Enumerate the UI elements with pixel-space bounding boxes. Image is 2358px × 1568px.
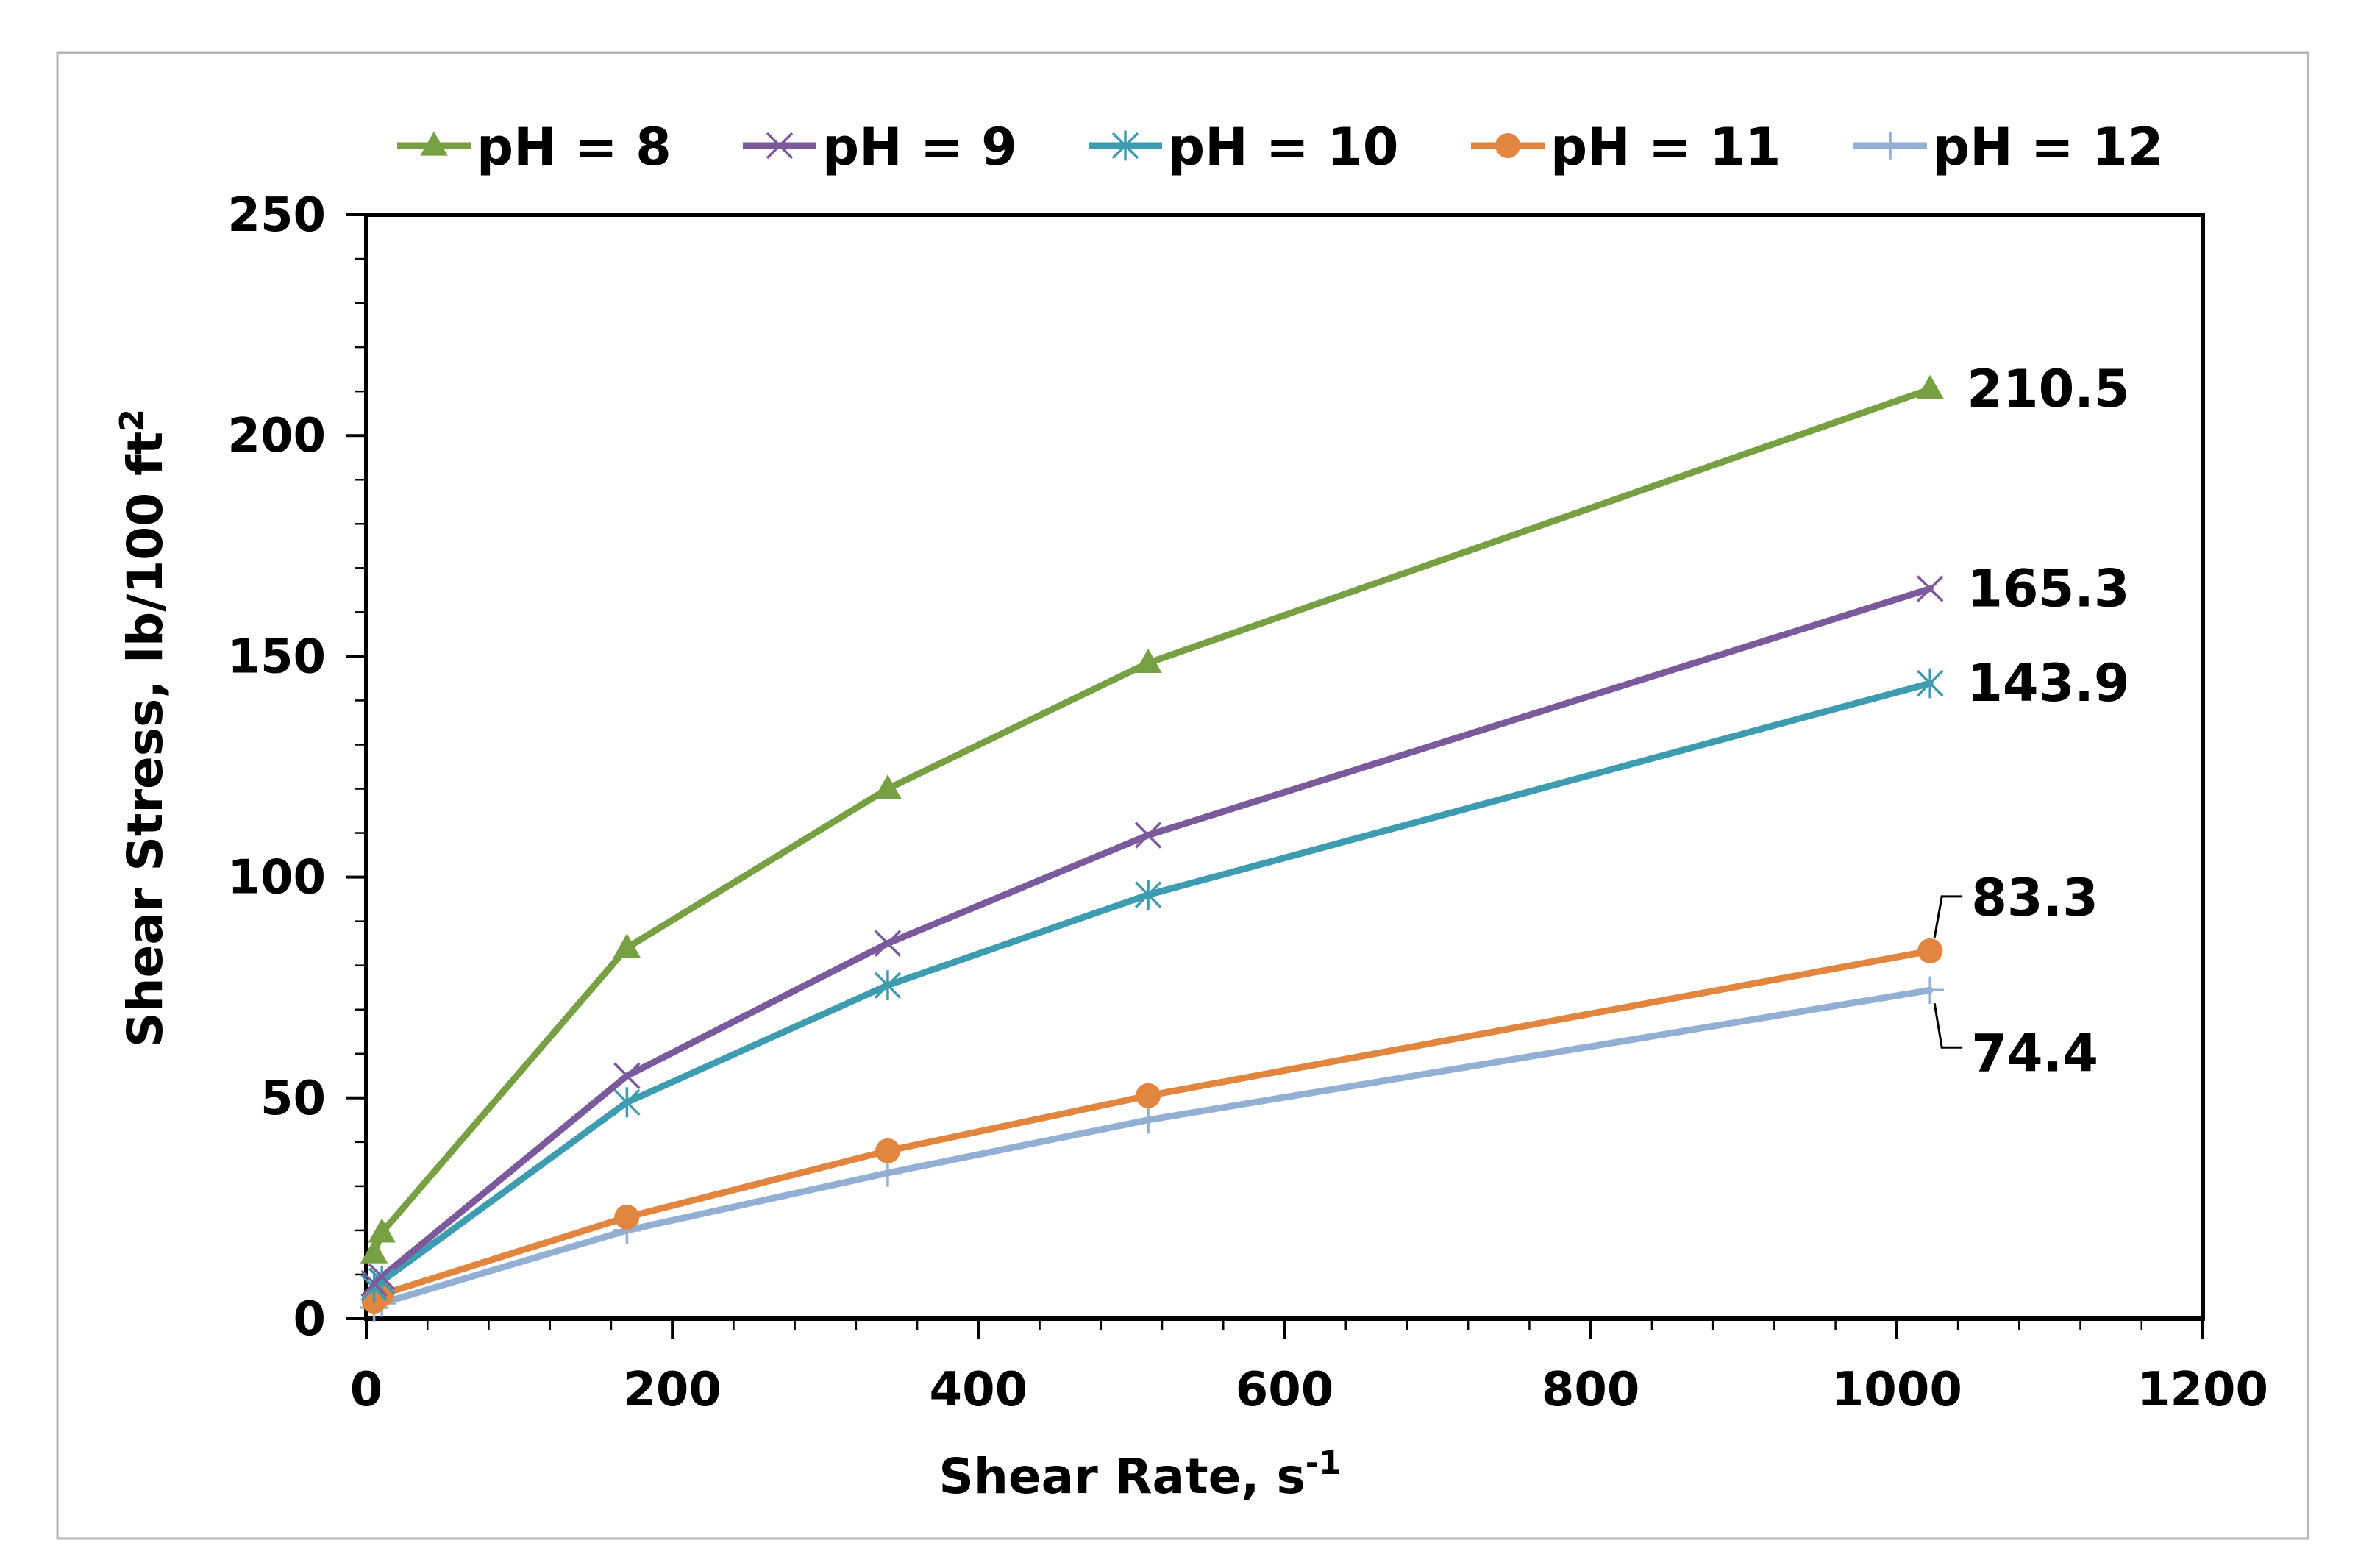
circle-marker bbox=[1136, 1083, 1161, 1108]
x-marker bbox=[613, 1062, 641, 1090]
data-point-marker bbox=[1916, 374, 1944, 399]
data-label: 143.9 bbox=[1967, 653, 2129, 713]
circle-marker bbox=[875, 1138, 900, 1163]
data-point-marker bbox=[368, 1263, 396, 1291]
data-point-marker bbox=[1876, 132, 1904, 160]
triangle-marker bbox=[1134, 648, 1162, 674]
y-axis-title: Shear Stress, lb/100 ft2 bbox=[113, 409, 174, 1047]
legend-item: pH = 12 bbox=[1853, 117, 2164, 177]
x-axis-title: Shear Rate, s-1 bbox=[938, 1444, 1341, 1505]
data-point-marker bbox=[360, 1239, 388, 1264]
y-tick-label: 150 bbox=[227, 630, 326, 684]
data-label: 83.3 bbox=[1971, 868, 2098, 928]
data-point-marker bbox=[766, 132, 794, 160]
data-point-marker bbox=[874, 930, 902, 957]
x-marker bbox=[874, 930, 902, 957]
data-point-marker bbox=[1495, 133, 1520, 158]
data-point-marker bbox=[875, 1138, 900, 1163]
x-tick-label: 400 bbox=[930, 1363, 1028, 1417]
triangle-marker bbox=[1916, 374, 1944, 399]
x-axis-title-text: Shear Rate, s bbox=[938, 1448, 1305, 1505]
plus-marker bbox=[1876, 132, 1904, 160]
x-tick-label: 0 bbox=[350, 1363, 383, 1417]
x-tick-label: 200 bbox=[623, 1363, 722, 1417]
asterisk-marker bbox=[1111, 130, 1139, 161]
data-point-marker bbox=[1111, 130, 1139, 161]
y-tick-label: 0 bbox=[293, 1292, 326, 1347]
data-point-marker bbox=[614, 1204, 640, 1230]
legend-label: pH = 9 bbox=[822, 117, 1017, 177]
data-point-marker bbox=[874, 774, 902, 799]
y-tick-label: 250 bbox=[227, 188, 326, 243]
data-point-marker bbox=[874, 1159, 902, 1187]
plus-marker bbox=[1916, 976, 1944, 1004]
y-tick-label: 200 bbox=[227, 409, 326, 463]
y-axis-title-superscript: 2 bbox=[113, 409, 151, 432]
data-point-marker bbox=[420, 131, 448, 156]
data-labels: 210.5 165.3 143.9 83.3 74.4 bbox=[1933, 359, 2130, 1083]
chart-border bbox=[56, 51, 2309, 1540]
plus-marker bbox=[874, 1159, 902, 1187]
legend-label: pH = 10 bbox=[1168, 117, 1399, 177]
data-point-marker bbox=[1916, 575, 1944, 602]
data-point-marker bbox=[1916, 668, 1944, 699]
x-tick-label: 800 bbox=[1542, 1363, 1640, 1417]
plus-marker bbox=[1134, 1106, 1162, 1134]
x-tick-label: 1200 bbox=[2137, 1363, 2268, 1417]
legend: pH = 8 pH = 9 pH = 10 pH = 11 pH = 12 bbox=[397, 117, 2164, 177]
data-point-marker bbox=[613, 933, 641, 958]
triangle-marker bbox=[613, 933, 641, 958]
plot-area bbox=[364, 213, 2205, 1321]
triangle-marker bbox=[420, 131, 448, 156]
circle-marker bbox=[1495, 133, 1520, 158]
asterisk-marker bbox=[1134, 880, 1162, 910]
y-tick-labels: 0 50 100 150 200 250 bbox=[227, 188, 326, 1347]
data-point-marker bbox=[1134, 648, 1162, 674]
leader-line bbox=[1933, 1003, 1963, 1049]
data-point-marker bbox=[613, 1087, 641, 1118]
x-tick-labels: 0 200 400 600 800 1000 1200 bbox=[350, 1363, 2268, 1417]
legend-label: pH = 11 bbox=[1550, 117, 1781, 177]
legend-item: pH = 10 bbox=[1089, 117, 1399, 177]
circle-marker bbox=[1917, 938, 1943, 963]
triangle-marker bbox=[874, 774, 902, 799]
legend-label: pH = 12 bbox=[1933, 117, 2164, 177]
data-point-marker bbox=[874, 970, 902, 1001]
x-marker bbox=[1134, 822, 1162, 849]
triangle-marker bbox=[368, 1218, 396, 1243]
circle-marker bbox=[614, 1204, 640, 1230]
data-point-marker bbox=[1134, 822, 1162, 849]
x-tick-label: 600 bbox=[1236, 1363, 1334, 1417]
y-axis-title-text: Shear Stress, lb/100 ft bbox=[117, 432, 174, 1047]
x-marker bbox=[766, 132, 794, 160]
x-marker bbox=[368, 1263, 396, 1291]
asterisk-marker bbox=[874, 970, 902, 1001]
data-point-marker bbox=[613, 1062, 641, 1090]
x-axis-title-superscript: -1 bbox=[1306, 1444, 1342, 1482]
leader-line bbox=[1933, 895, 1963, 938]
series-markers bbox=[360, 374, 1944, 1322]
data-point-marker bbox=[1134, 1106, 1162, 1134]
data-point-marker bbox=[1917, 938, 1943, 963]
legend-label: pH = 8 bbox=[477, 117, 672, 177]
legend-item: pH = 11 bbox=[1471, 117, 1781, 177]
y-tick-label: 50 bbox=[260, 1072, 326, 1126]
legend-item: pH = 9 bbox=[743, 117, 1017, 177]
asterisk-marker bbox=[1916, 668, 1944, 699]
x-tick-label: 1000 bbox=[1831, 1363, 1962, 1417]
y-tick-label: 100 bbox=[227, 851, 326, 905]
asterisk-marker bbox=[613, 1087, 641, 1118]
triangle-marker bbox=[360, 1239, 388, 1264]
data-point-marker bbox=[1134, 880, 1162, 910]
legend-item: pH = 8 bbox=[397, 117, 672, 177]
data-point-marker bbox=[1136, 1083, 1161, 1108]
data-label: 74.4 bbox=[1971, 1023, 2098, 1083]
data-label: 210.5 bbox=[1967, 359, 2129, 419]
x-marker bbox=[1916, 575, 1944, 602]
data-point-marker bbox=[368, 1218, 396, 1243]
data-point-marker bbox=[1916, 976, 1944, 1004]
data-label: 165.3 bbox=[1967, 559, 2129, 619]
